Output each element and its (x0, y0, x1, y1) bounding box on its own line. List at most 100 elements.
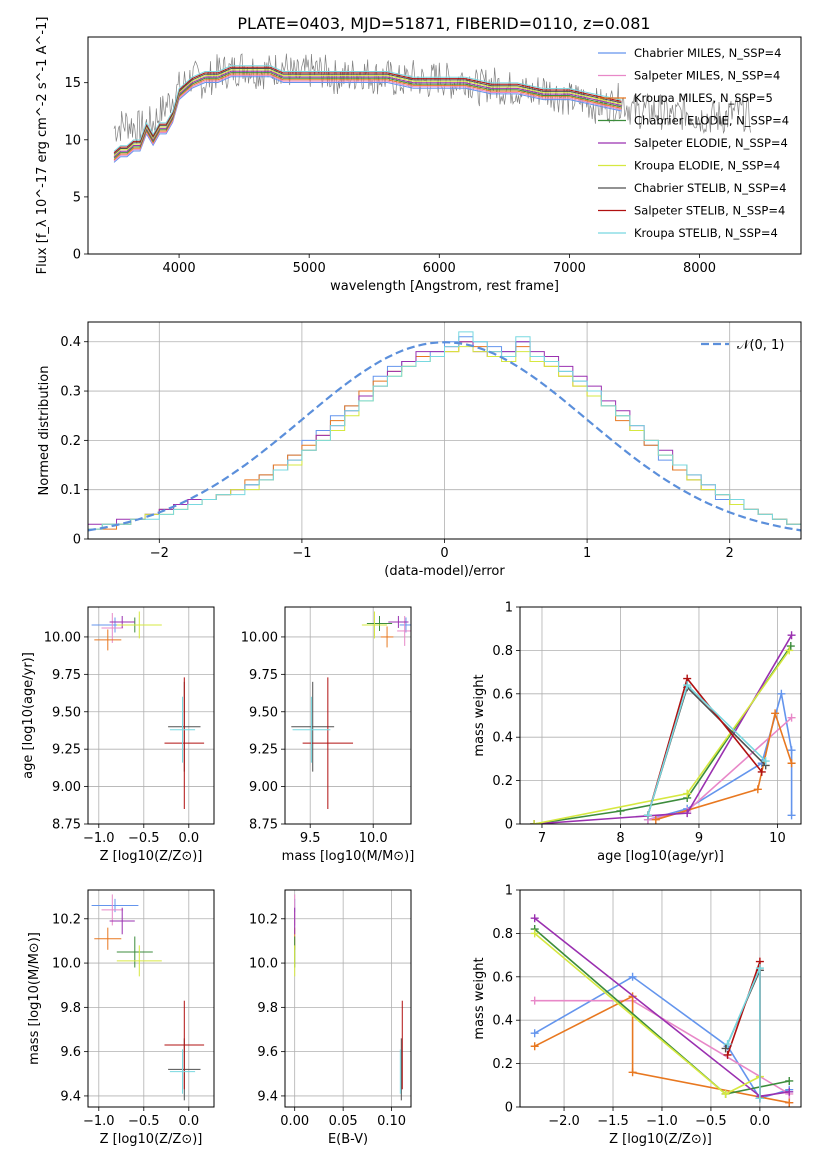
y-tick-label: 9.00 (249, 780, 278, 795)
x-tick-label: 9 (695, 831, 703, 846)
x-axis-label: mass [log10(M/M⊙)] (282, 849, 415, 864)
x-axis-label: age [log10(age/yr)] (597, 849, 724, 864)
x-tick-label: 10 (769, 831, 786, 846)
figure-title: PLATE=0403, MJD=51871, FIBERID=0110, z=0… (237, 14, 650, 33)
y-tick-label: 0.3 (60, 385, 81, 400)
y-tick-label: 0.1 (60, 483, 81, 498)
x-tick-label: 0 (440, 546, 448, 561)
x-tick-label: 8 (616, 831, 624, 846)
y-tick-label: 15 (64, 76, 81, 91)
model-line (113, 69, 622, 156)
x-axis-label: wavelength [Angstrom, rest frame] (330, 279, 559, 294)
y-tick-label: 0.6 (492, 687, 513, 702)
weight-marker (777, 689, 786, 698)
legend-label: Chabrier MILES, N_SSP=4 (634, 46, 781, 60)
weight-marker (530, 914, 539, 923)
weight-marker (787, 631, 796, 640)
y-tick-label: 10.2 (249, 912, 278, 927)
y-tick-label: 0 (73, 248, 81, 263)
legend-label: Kroupa MILES, N_SSP=5 (634, 91, 773, 105)
x-tick-label: 0.00 (280, 1114, 309, 1129)
legend-label: Kroupa ELODIE, N_SSP=4 (634, 159, 780, 173)
axes-frame (87, 606, 215, 825)
plot-area (91, 894, 205, 1101)
data-spectrum-line (113, 53, 751, 144)
x-tick-label: −1 (292, 546, 311, 561)
x-tick-label: −1.0 (646, 1114, 678, 1129)
legend-label: Salpeter ELODIE, N_SSP=4 (634, 136, 788, 150)
axes-frame (87, 36, 802, 255)
y-tick-label: 1 (505, 884, 513, 899)
y-tick-label: 8.75 (249, 818, 278, 833)
y-tick-label: 10.0 (249, 957, 278, 972)
model-line (113, 72, 622, 159)
weight-marker (771, 709, 780, 718)
axes-frame (284, 606, 412, 825)
weight-marker (723, 1050, 732, 1059)
x-tick-label: −1.0 (83, 831, 115, 846)
plot-area (294, 894, 403, 1101)
weight-marker (787, 713, 796, 722)
weight-marker (787, 811, 796, 820)
x-tick-label: 5000 (293, 261, 326, 276)
weight-marker (753, 785, 762, 794)
y-axis-label: mass [log10(M/M⊙)] (27, 932, 42, 1065)
x-tick-label: −0.5 (695, 1114, 727, 1129)
y-tick-label: 0.8 (492, 644, 513, 659)
y-tick-label: 9.6 (60, 1045, 81, 1060)
y-tick-label: 9.25 (249, 743, 278, 758)
panel-spectrum: 4000 5000 6000 7000 8000 0 5 10 15 Chabrier MILES… (35, 17, 802, 294)
y-tick-label: 0.2 (492, 774, 513, 789)
x-tick-label: 10.0 (359, 831, 388, 846)
weight-marker (785, 1076, 794, 1085)
y-tick-label: 0.2 (492, 1057, 513, 1072)
y-tick-label: 10.00 (44, 630, 81, 645)
y-tick-label: 0.4 (492, 1014, 513, 1029)
axes-frame (87, 889, 215, 1108)
y-tick-label: 1 (505, 601, 513, 616)
x-axis-label: E(B-V) (328, 1132, 368, 1147)
y-tick-label: 9.00 (52, 780, 81, 795)
panel-mass-vs-EBV: 0.00 0.05 0.10 9.4 9.6 9.8 10.0 10.2 E(B-V) (249, 889, 412, 1147)
y-axis-label: age [log10(age/yr)] (21, 652, 36, 779)
plot-area (291, 611, 411, 810)
weight-marker (530, 1042, 539, 1051)
x-tick-label: 0.0 (178, 831, 199, 846)
y-tick-label: 9.75 (52, 668, 81, 683)
legend-label: 𝒩(0, 1) (737, 338, 784, 353)
weight-marker (755, 964, 764, 973)
weight-marker (785, 1098, 794, 1107)
legend-label: Salpeter MILES, N_SSP=4 (634, 69, 780, 83)
x-tick-label: 1 (583, 546, 591, 561)
plot-area (530, 914, 794, 1107)
x-axis-label: Z [log10(Z/Z⊙)] (100, 1132, 203, 1147)
weight-marker (721, 1089, 730, 1098)
axes-frame (87, 321, 802, 540)
model-line (113, 66, 622, 154)
x-axis-label: Z [log10(Z/Z⊙)] (609, 1132, 712, 1147)
y-tick-label: 9.4 (257, 1089, 278, 1104)
y-tick-label: 0.2 (60, 434, 81, 449)
normal-reference-curve (88, 341, 801, 532)
model-line (113, 76, 622, 163)
panel-age-vs-Z: −1.0 −0.5 0.0 8.75 9.00 9.25 9.50 9.75 10.00 age … (21, 606, 215, 864)
y-tick-label: 0.6 (492, 970, 513, 985)
y-axis-label: Normed distribution (37, 366, 52, 496)
weight-marker (787, 759, 796, 768)
weight-marker (628, 1068, 637, 1077)
x-axis-label: Z [log10(Z/Z⊙)] (100, 849, 203, 864)
weight-marker (787, 746, 796, 755)
weight-marker (761, 757, 770, 766)
x-tick-label: 7000 (553, 261, 586, 276)
x-tick-label: 7 (538, 831, 546, 846)
x-tick-label: −1.5 (597, 1114, 629, 1129)
model-line (113, 68, 622, 155)
x-tick-label: −1.0 (83, 1114, 115, 1129)
legend-label: Chabrier ELODIE, N_SSP=4 (634, 114, 789, 128)
x-tick-label: −2.0 (548, 1114, 580, 1129)
weight-line (534, 999, 791, 1103)
x-tick-label: 2 (726, 546, 734, 561)
axes-frame (519, 889, 802, 1108)
x-tick-label: −0.5 (128, 1114, 160, 1129)
